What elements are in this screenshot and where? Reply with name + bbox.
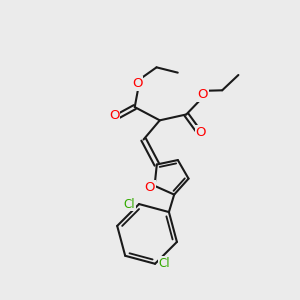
Text: O: O	[197, 88, 208, 101]
Text: O: O	[196, 126, 206, 139]
Text: O: O	[109, 109, 119, 122]
Text: O: O	[132, 77, 142, 90]
Text: Cl: Cl	[124, 198, 135, 211]
Text: Cl: Cl	[159, 257, 170, 270]
Text: O: O	[144, 181, 154, 194]
